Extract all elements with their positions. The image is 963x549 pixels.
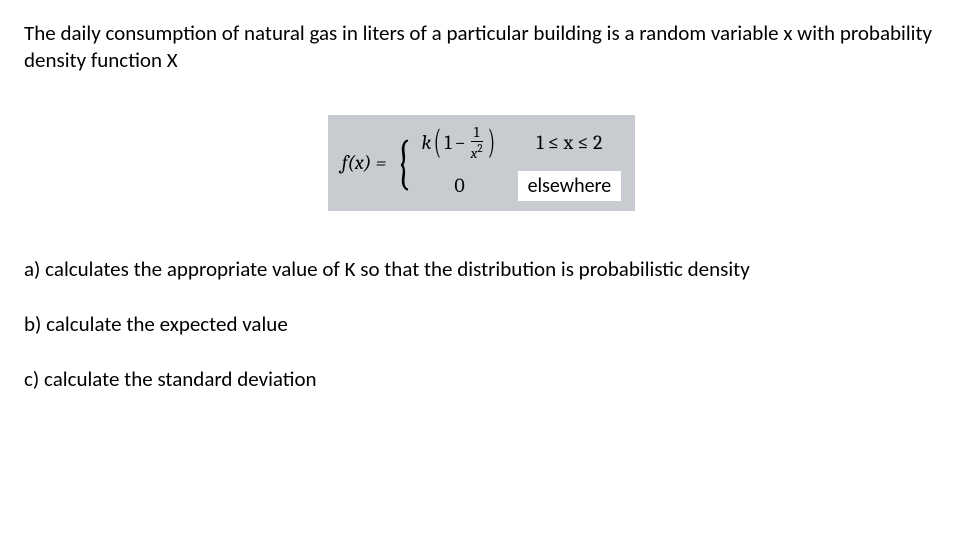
k-symbol: k [422, 130, 432, 156]
formula-box: f(x) = { k ( 1 − 1 x2 ) 1 ≤ x ≤ [328, 115, 635, 211]
fraction: 1 x2 [471, 125, 483, 161]
minus-sign: − [455, 130, 466, 156]
case2-expr: 0 [422, 173, 498, 199]
formula-container: f(x) = { k ( 1 − 1 x2 ) 1 ≤ x ≤ [24, 115, 939, 211]
brace-icon: { [397, 145, 411, 181]
elsewhere-label: elsewhere [518, 171, 622, 201]
formula-lhs: f(x) = [342, 150, 387, 176]
one: 1 [444, 130, 451, 156]
case2-cond: elsewhere [518, 171, 622, 201]
lparen-icon: ( [434, 132, 441, 152]
cases-grid: k ( 1 − 1 x2 ) 1 ≤ x ≤ 2 0 elsewhe [422, 125, 622, 201]
rparen-icon: ) [487, 132, 494, 152]
question-b: b) calculate the expected value [24, 311, 939, 338]
den-exp: 2 [477, 142, 482, 155]
paren-group: ( 1 − 1 x2 ) [431, 125, 497, 161]
case1-expr: k ( 1 − 1 x2 ) [422, 125, 498, 161]
intro-text: The daily consumption of natural gas in … [24, 20, 939, 75]
denominator: x2 [471, 141, 483, 161]
question-a: a) calculates the appropriate value of K… [24, 256, 939, 283]
numerator: 1 [474, 125, 479, 141]
question-c: c) calculate the standard deviation [24, 366, 939, 393]
case1-cond: 1 ≤ x ≤ 2 [518, 130, 622, 156]
